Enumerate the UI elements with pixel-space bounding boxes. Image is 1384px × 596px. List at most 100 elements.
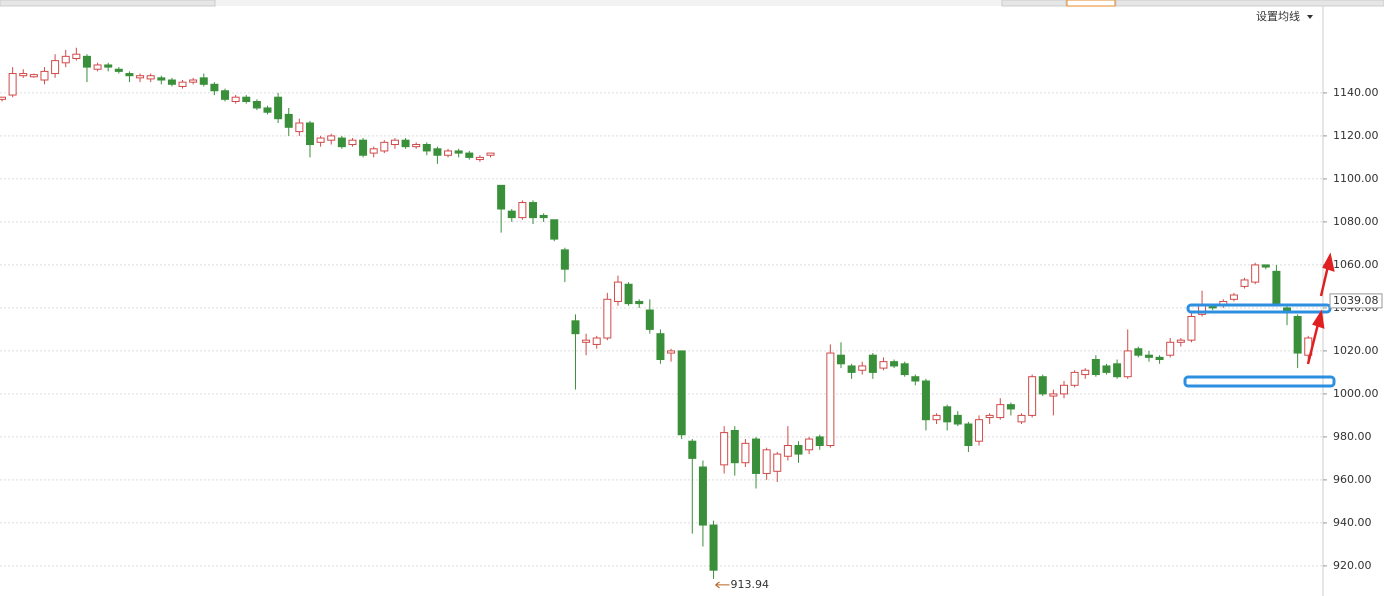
candle-body: [964, 423, 973, 446]
arrow: [1319, 265, 1330, 297]
y-tick-label: 1020.00: [1333, 344, 1379, 357]
price-marker-box: [1329, 293, 1383, 309]
candle-body: [284, 113, 293, 128]
candle-body: [677, 350, 686, 436]
candle-body: [486, 152, 495, 156]
candle-body: [231, 96, 240, 102]
candle-body: [720, 432, 729, 466]
candle-body: [51, 60, 60, 75]
candle-body: [783, 445, 792, 457]
candle-body: [1293, 316, 1302, 354]
y-tick-label: 1080.00: [1333, 215, 1379, 228]
candle-body: [858, 365, 867, 371]
candle-body: [104, 64, 113, 68]
candle-body: [507, 210, 516, 219]
candle-body: [836, 354, 845, 365]
tab-active[interactable]: [1066, 0, 1116, 7]
candle-body: [656, 333, 665, 361]
y-tick-label: 980.00: [1333, 430, 1372, 443]
candle-body: [433, 148, 442, 156]
candle-body: [348, 139, 357, 145]
arrow-head: [1312, 309, 1325, 329]
arrows: [1306, 252, 1335, 365]
y-tick-label: 940.00: [1333, 516, 1372, 529]
candle-body: [635, 300, 644, 305]
candle-body: [1060, 384, 1068, 395]
candle-body: [539, 214, 548, 219]
y-tick-label: 1100.00: [1333, 172, 1379, 185]
candle-body: [0, 96, 6, 100]
candle-body: [444, 150, 453, 156]
y-tick-label: 1140.00: [1333, 86, 1379, 99]
candle-body: [1070, 371, 1079, 386]
candle-body: [1229, 294, 1238, 300]
candle-body: [688, 440, 697, 459]
y-tick-label: 920.00: [1333, 559, 1372, 572]
candle-body: [805, 438, 814, 451]
tab-bar: [0, 0, 1384, 7]
candle-body: [1155, 356, 1164, 361]
candle-body: [316, 137, 325, 143]
highlight-box: [1186, 303, 1332, 314]
candle-body: [582, 339, 591, 343]
candle-body: [613, 281, 622, 302]
candle-body: [1134, 348, 1143, 356]
candle-body: [794, 445, 803, 455]
candle-body: [1113, 363, 1122, 378]
candle-body: [252, 101, 261, 109]
candle-body: [465, 152, 474, 158]
y-tick-label: 1060.00: [1333, 258, 1379, 271]
price-marker-label: 1039.08: [1333, 294, 1379, 307]
candle-body: [93, 64, 102, 70]
candles: 913.94: [0, 47, 1313, 591]
candle-body: [1144, 354, 1153, 358]
candle-body: [167, 79, 176, 85]
candle-body: [1049, 393, 1058, 397]
candle-body: [125, 73, 134, 77]
tab[interactable]: [1001, 0, 1067, 7]
dropdown-caret: [1307, 15, 1313, 19]
candle-body: [157, 77, 166, 81]
candle-body: [263, 107, 272, 113]
ma-button[interactable]: 设置均线: [1256, 9, 1300, 23]
candle-body: [592, 337, 601, 345]
y-tick-label: 960.00: [1333, 473, 1372, 486]
candle-body: [1176, 339, 1185, 343]
candle-body: [1251, 264, 1260, 283]
candle-body: [369, 148, 378, 154]
candle-body: [741, 442, 750, 464]
candle-body: [146, 75, 155, 80]
candle-body: [178, 81, 187, 87]
tab[interactable]: [0, 0, 216, 7]
candle-body: [996, 404, 1005, 419]
candle-body: [72, 53, 81, 60]
tab[interactable]: [1115, 0, 1384, 7]
candle-body: [667, 350, 676, 354]
candle-body: [390, 139, 399, 145]
candle-body: [475, 156, 484, 161]
candle-body: [890, 361, 899, 367]
candle-body: [422, 144, 431, 152]
candle-body: [730, 429, 739, 464]
candle-body: [242, 96, 251, 102]
candle-body: [953, 414, 962, 425]
y-tick-label: 1000.00: [1333, 387, 1379, 400]
candle-body: [826, 352, 835, 446]
arrow-head: [1322, 252, 1335, 272]
candle-body: [550, 219, 559, 240]
y-tick-label: 1120.00: [1333, 129, 1379, 142]
candle-body: [221, 90, 230, 100]
candle-body: [911, 376, 920, 382]
arrow: [1306, 323, 1320, 365]
candle-body: [136, 75, 145, 79]
candle-body: [762, 449, 771, 474]
candle-body: [847, 365, 856, 373]
candle-body: [189, 79, 198, 83]
candle-body: [1081, 369, 1090, 376]
candle-body: [985, 414, 994, 419]
candle-body: [815, 436, 824, 446]
highlight-box: [1183, 375, 1336, 388]
candle-body: [412, 144, 421, 148]
candle-body: [1091, 359, 1100, 376]
